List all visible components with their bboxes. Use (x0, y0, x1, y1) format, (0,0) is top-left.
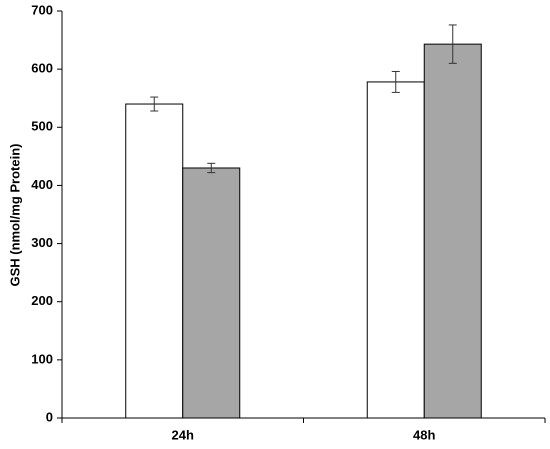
y-tick-label: 700 (31, 2, 53, 17)
y-tick-label: 100 (31, 351, 53, 366)
y-tick-label: 400 (31, 177, 53, 192)
bar (366, 81, 425, 419)
error-bar (207, 162, 216, 174)
y-axis-label: GSH (nmol/mg Protein) (7, 144, 22, 287)
y-tick-label: 200 (31, 293, 53, 308)
error-bar (448, 24, 457, 64)
y-tick-label: 600 (31, 61, 53, 76)
x-tick-label: 24h (172, 427, 194, 442)
y-tick-label: 0 (46, 409, 53, 424)
error-bar (150, 96, 159, 112)
x-tick-label: 48h (413, 427, 435, 442)
y-tick-label: 500 (31, 119, 53, 134)
y-tick-label: 300 (31, 235, 53, 250)
bar (182, 167, 241, 419)
bar (125, 103, 184, 419)
bar (423, 43, 482, 419)
error-bar (391, 70, 400, 93)
